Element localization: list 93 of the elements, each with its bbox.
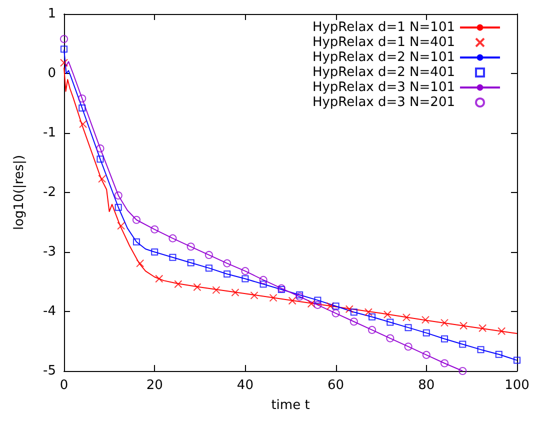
y-tick-label: 0 (48, 66, 56, 81)
point (223, 259, 232, 268)
point (440, 359, 449, 368)
point (60, 58, 68, 67)
point (78, 94, 86, 102)
point (314, 300, 322, 309)
y-tick-label: -4 (43, 304, 56, 319)
point (60, 34, 68, 43)
point (421, 316, 430, 324)
point (350, 318, 358, 326)
y-tick-label: -5 (43, 364, 56, 378)
point (495, 350, 502, 358)
point (350, 308, 358, 316)
point (386, 318, 394, 326)
point (514, 356, 520, 364)
legend-label: HypRelax d=2 N=401 (312, 65, 455, 80)
point (96, 156, 104, 163)
point (345, 305, 354, 314)
y-tick-label: -3 (43, 244, 56, 260)
y-tick-label: -2 (43, 185, 56, 200)
point (478, 324, 487, 332)
point (187, 259, 194, 266)
point (132, 216, 140, 224)
point (404, 324, 412, 332)
point (136, 259, 144, 268)
point (151, 248, 158, 256)
point (296, 292, 304, 301)
legend-label: HypRelax d=1 N=401 (312, 35, 455, 50)
point (79, 120, 88, 128)
point (404, 342, 412, 351)
x-tick-label: 80 (418, 378, 435, 393)
point (224, 270, 231, 278)
point (212, 286, 220, 294)
y-axis-title: log10(|res|) (12, 154, 27, 230)
point (250, 291, 258, 300)
x-tick-label: 40 (236, 378, 254, 393)
point (383, 310, 392, 318)
point (332, 302, 340, 310)
x-tick-label: 60 (328, 378, 344, 393)
point (242, 275, 249, 282)
point (241, 267, 250, 276)
legend-label: HypRelax d=2 N=101 (312, 50, 455, 65)
legend-label: HypRelax d=1 N=101 (312, 20, 455, 35)
point (205, 264, 212, 272)
point (231, 288, 240, 296)
point (150, 225, 159, 234)
point (386, 334, 394, 342)
point (114, 191, 122, 200)
legend-label: HypRelax d=3 N=201 (312, 95, 455, 110)
point (441, 335, 448, 342)
point (422, 329, 430, 336)
point (422, 350, 430, 359)
point (269, 294, 278, 302)
point (168, 234, 177, 242)
point (60, 46, 68, 53)
point (402, 313, 410, 322)
point (459, 340, 466, 348)
point (368, 326, 376, 334)
point (332, 309, 340, 318)
point (96, 144, 104, 152)
point (114, 204, 122, 211)
point (193, 283, 202, 292)
point (364, 308, 372, 316)
point (458, 367, 467, 375)
y-tick-label: 1 (48, 6, 56, 22)
point (440, 318, 449, 327)
point (259, 276, 268, 284)
x-tick-label: 0 (60, 378, 68, 393)
point (498, 327, 506, 336)
y-tick-label: -1 (43, 126, 56, 140)
point (169, 254, 176, 261)
point (204, 250, 213, 259)
point (460, 322, 468, 330)
point (174, 280, 182, 288)
point (368, 313, 376, 320)
point (98, 174, 106, 183)
point (117, 222, 126, 230)
point (132, 238, 140, 246)
legend-label: HypRelax d=3 N=101 (312, 80, 455, 95)
point (288, 296, 296, 305)
point (186, 242, 195, 251)
point (477, 346, 484, 354)
point (314, 296, 322, 304)
point (296, 291, 304, 298)
point (326, 302, 334, 310)
x-axis-title: time t (271, 398, 310, 413)
x-tick-label: 100 (504, 378, 530, 393)
point (307, 300, 316, 308)
x-tick-label: 20 (146, 378, 163, 393)
line-series (64, 67, 518, 334)
point (155, 274, 164, 283)
point (260, 280, 267, 288)
point (78, 104, 86, 112)
